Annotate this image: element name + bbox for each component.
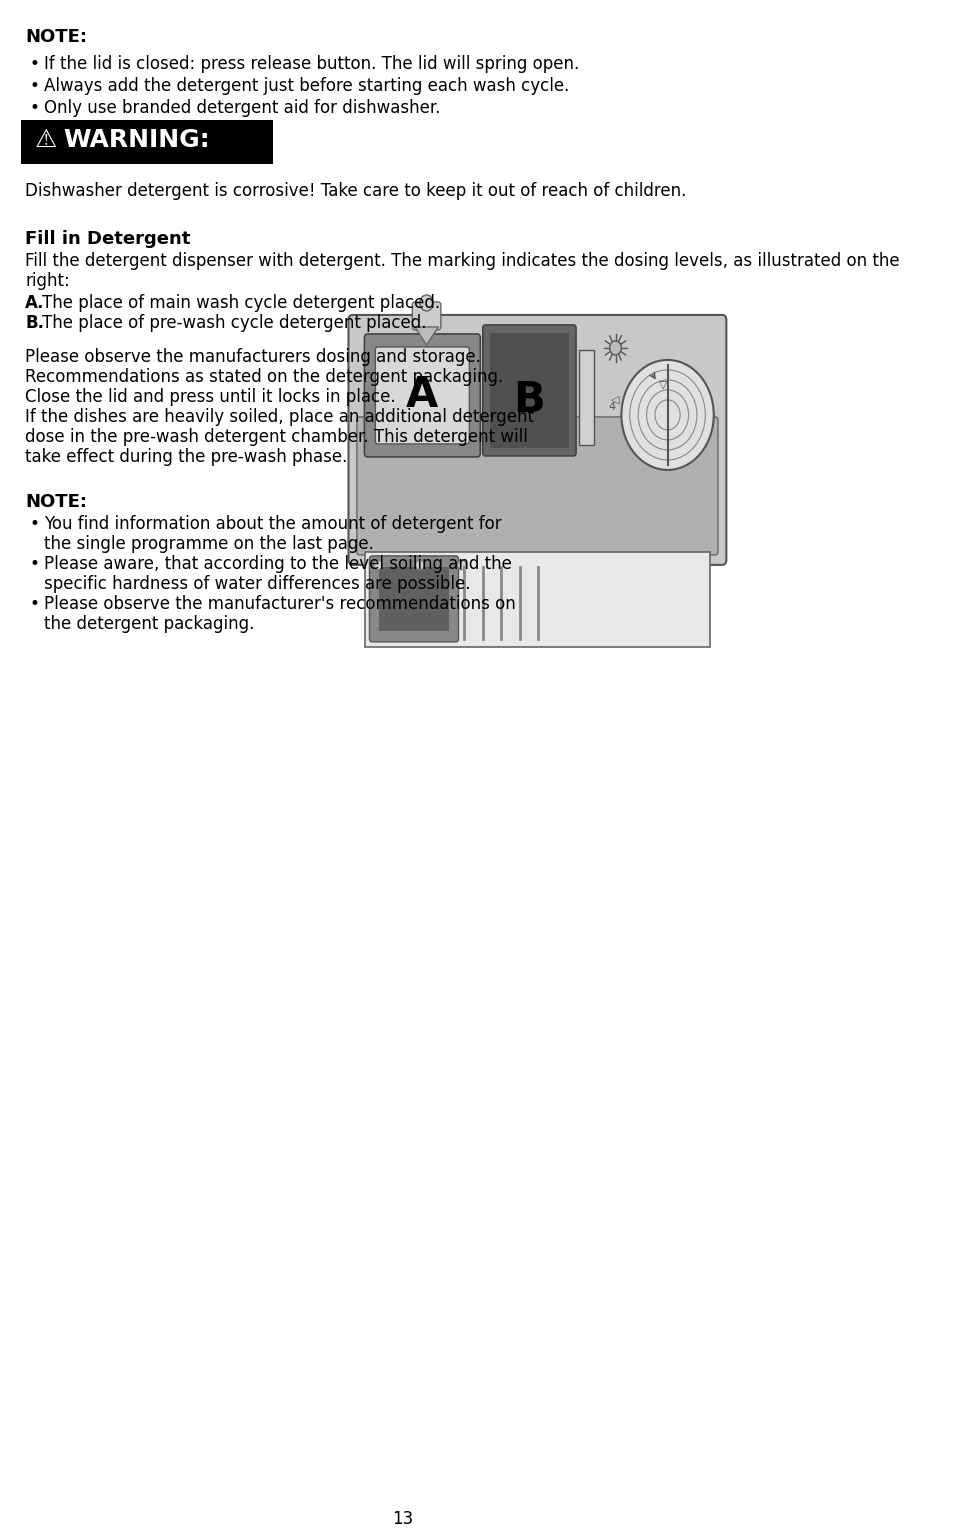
- Circle shape: [621, 360, 713, 471]
- Text: take effect during the pre-wash phase.: take effect during the pre-wash phase.: [25, 448, 348, 466]
- Text: Please observe the manufacturer's recommendations on: Please observe the manufacturer's recomm…: [43, 595, 516, 613]
- Text: the detergent packaging.: the detergent packaging.: [43, 615, 254, 633]
- FancyBboxPatch shape: [412, 302, 441, 330]
- Text: A.: A.: [25, 294, 45, 311]
- Text: If the dishes are heavily soiled, place an additional detergent: If the dishes are heavily soiled, place …: [25, 408, 534, 426]
- FancyBboxPatch shape: [365, 334, 480, 457]
- Text: the single programme on the last page.: the single programme on the last page.: [43, 535, 373, 553]
- Text: WARNING:: WARNING:: [63, 127, 209, 152]
- Text: You find information about the amount of detergent for: You find information about the amount of…: [43, 515, 501, 533]
- Circle shape: [610, 340, 621, 356]
- FancyBboxPatch shape: [378, 567, 449, 632]
- FancyBboxPatch shape: [365, 552, 709, 647]
- FancyBboxPatch shape: [375, 346, 469, 445]
- Circle shape: [420, 294, 433, 311]
- Circle shape: [458, 560, 466, 570]
- FancyBboxPatch shape: [370, 556, 459, 642]
- Text: B: B: [514, 380, 545, 422]
- FancyBboxPatch shape: [348, 314, 727, 564]
- Text: •: •: [30, 555, 39, 573]
- Text: 4: 4: [608, 402, 615, 412]
- Text: A: A: [406, 374, 439, 417]
- Text: NOTE:: NOTE:: [25, 494, 87, 510]
- Text: right:: right:: [25, 271, 70, 290]
- Circle shape: [373, 560, 382, 570]
- Text: The place of pre-wash cycle detergent placed.: The place of pre-wash cycle detergent pl…: [42, 314, 426, 333]
- Text: ⚠: ⚠: [36, 127, 58, 152]
- Text: Always add the detergent just before starting each wash cycle.: Always add the detergent just before sta…: [43, 77, 569, 95]
- Text: •: •: [30, 55, 39, 74]
- FancyBboxPatch shape: [490, 333, 569, 448]
- Text: Fill the detergent dispenser with detergent. The marking indicates the dosing le: Fill the detergent dispenser with deterg…: [25, 251, 900, 270]
- FancyBboxPatch shape: [21, 120, 273, 164]
- FancyBboxPatch shape: [357, 417, 718, 555]
- Circle shape: [416, 560, 424, 570]
- Text: ▽: ▽: [660, 380, 667, 389]
- Text: Dishwasher detergent is corrosive! Take care to keep it out of reach of children: Dishwasher detergent is corrosive! Take …: [25, 182, 686, 199]
- Text: •: •: [30, 595, 39, 613]
- Text: B.: B.: [25, 314, 44, 333]
- Text: ◁: ◁: [612, 396, 620, 405]
- FancyBboxPatch shape: [483, 325, 576, 455]
- Text: Fill in Detergent: Fill in Detergent: [25, 230, 191, 248]
- Text: NOTE:: NOTE:: [25, 28, 87, 46]
- Text: If the lid is closed: press release button. The lid will spring open.: If the lid is closed: press release butt…: [43, 55, 579, 74]
- Text: 13: 13: [393, 1510, 414, 1528]
- Text: Please observe the manufacturers dosing and storage.: Please observe the manufacturers dosing …: [25, 348, 481, 366]
- Text: •: •: [30, 100, 39, 117]
- Text: Only use branded detergent aid for dishwasher.: Only use branded detergent aid for dishw…: [43, 100, 441, 117]
- Text: •: •: [30, 77, 39, 95]
- Polygon shape: [415, 327, 439, 345]
- Text: dose in the pre-wash detergent chamber. This detergent will: dose in the pre-wash detergent chamber. …: [25, 428, 528, 446]
- Text: Close the lid and press until it locks in place.: Close the lid and press until it locks i…: [25, 388, 396, 406]
- Text: Please aware, that according to the level soiling and the: Please aware, that according to the leve…: [43, 555, 512, 573]
- Text: •: •: [30, 515, 39, 533]
- Bar: [579, 350, 593, 445]
- Text: specific hardness of water differences are possible.: specific hardness of water differences a…: [43, 575, 470, 593]
- Text: Recommendations as stated on the detergent packaging.: Recommendations as stated on the deterge…: [25, 368, 503, 386]
- Text: The place of main wash cycle detergent placed.: The place of main wash cycle detergent p…: [42, 294, 440, 311]
